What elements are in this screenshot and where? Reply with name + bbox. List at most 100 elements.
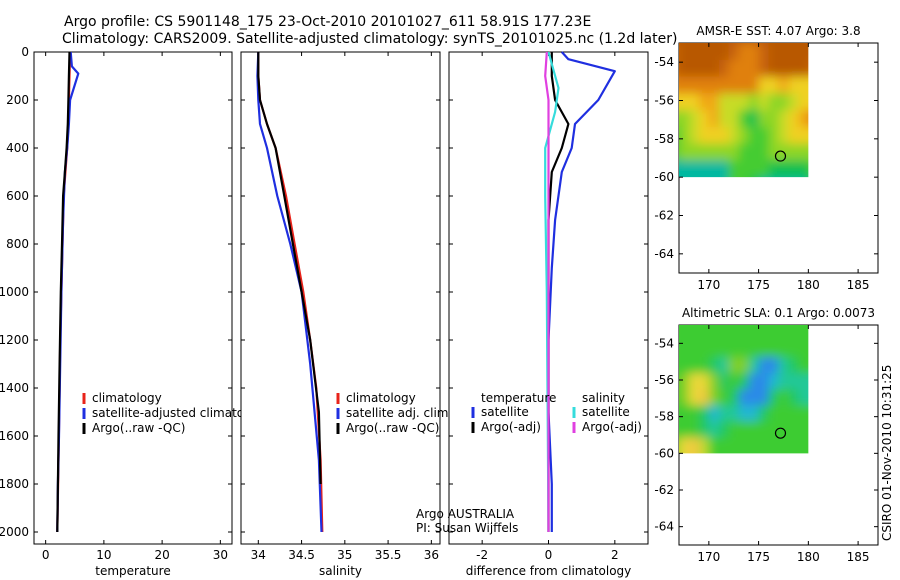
sla_map-title: Altimetric SLA: 0.1 Argo: 0.0073 [682, 306, 875, 320]
sla_map-cell [758, 405, 770, 423]
sla_map-cell [728, 437, 740, 454]
sst_map-cell [679, 76, 680, 95]
sla_map-cell [758, 421, 770, 439]
sla_map-cell [679, 421, 690, 439]
sst_map-cell [768, 143, 780, 162]
temperature-legend-label: satellite-adjusted climatology [92, 406, 270, 420]
sla_map-xtick-label: 180 [797, 550, 820, 564]
sst_map-cell [788, 110, 800, 128]
sla_map-cell [798, 437, 809, 454]
sla_map-cell [728, 325, 740, 343]
sla_map-cell [748, 373, 760, 391]
sst_map-cell [718, 126, 730, 145]
sst_map-cell [778, 76, 790, 95]
sst_map-cell [788, 93, 800, 112]
difference-legend-label: Argo(-adj) [582, 420, 642, 434]
sst_map-cell [748, 76, 760, 95]
sst_map-cell [679, 143, 690, 162]
sst_map-cell [758, 126, 770, 145]
sst_map-cell [679, 43, 690, 61]
sst_map-cell [728, 76, 740, 95]
temperature-ytick-label: 1800 [0, 477, 29, 491]
sst_map-cell [698, 110, 710, 128]
sst_map-cell [808, 160, 809, 178]
sla_map-cell [788, 341, 800, 359]
sst_map-cell [748, 110, 760, 128]
difference-legend-label: satellite [582, 405, 630, 419]
sla_map-cell [808, 405, 809, 423]
sst_map-cell [768, 43, 780, 61]
temperature-xtick-label: 30 [213, 548, 228, 562]
sst_map-cell [808, 43, 809, 61]
salinity-legend-label: climatology [346, 391, 416, 405]
salinity-xtick-label: 35 [337, 548, 352, 562]
sst_map-cell [738, 93, 750, 112]
sla_map-cell [738, 357, 750, 375]
salinity-xtick-label: 35.5 [375, 548, 402, 562]
sst_map-cell [768, 110, 780, 128]
sst_map-cell [808, 110, 809, 128]
sla_map-cell [748, 389, 760, 407]
sla_map-cell [698, 421, 710, 439]
sst_map-cell [698, 126, 710, 145]
sla_map-cell [798, 389, 809, 407]
temperature-panel: 0 10 20 30 temperature 0 200 400 600 800 1000 1200 1… [0, 45, 270, 578]
sla_map-xtick-label: 175 [747, 550, 770, 564]
sst_map-ytick-label: -64 [654, 247, 674, 261]
sla_map-cell [748, 325, 760, 343]
sst_map-cell [758, 160, 770, 178]
sst_map-cell [708, 110, 720, 128]
sla_map-field [679, 325, 809, 454]
sst_map-title: AMSR-E SST: 4.07 Argo: 3.8 [696, 24, 860, 38]
sla_map-cell [728, 389, 740, 407]
difference-panel: -2 0 2 difference from climatology temperatu… [448, 51, 649, 578]
sla_map-cell [798, 421, 809, 439]
sla_map-cell [778, 405, 790, 423]
sla_map-cell [738, 405, 750, 423]
sst_map-ytick-label: -56 [654, 94, 674, 108]
sla_map-cell [808, 373, 809, 391]
sst_map-cell [808, 59, 809, 78]
temperature-xtick-label: 10 [96, 548, 111, 562]
sla_map-cell [778, 373, 790, 391]
difference-legend-header: temperature [481, 391, 556, 405]
sla_map-cell [788, 421, 800, 439]
sla_map-cell [758, 373, 770, 391]
difference-xtick-label: -2 [476, 548, 488, 562]
sst_map-field [679, 43, 809, 178]
sla_map-cell [679, 373, 690, 391]
sst_map-cell [758, 93, 770, 112]
sst_map-ytick-label: -58 [654, 132, 674, 146]
sst_map-cell [708, 59, 720, 78]
sst_map-ytick-label: -60 [654, 170, 674, 184]
sla_map-cell [728, 421, 740, 439]
temperature-ytick-label: 200 [6, 93, 29, 107]
sst_map-cell [688, 43, 700, 61]
sst_map-ytick-label: -54 [654, 55, 674, 69]
salinity-series-satellite-adj-clim- [256, 51, 323, 533]
sst_map-xtick-label: 175 [747, 278, 770, 292]
sla_map-cell [688, 389, 700, 407]
sla_map-cell [698, 341, 710, 359]
sst_map-cell [778, 110, 790, 128]
sla_map-cell [718, 373, 730, 391]
sst_map-cell [679, 43, 690, 44]
sla_map-cell [768, 405, 780, 423]
sla_map-cell [679, 357, 680, 375]
sla_map-cell [698, 357, 710, 375]
sst_map-cell [798, 160, 809, 178]
sst_map-cell [688, 59, 700, 78]
sla_map-cell [679, 357, 690, 375]
sst_map-cell [808, 93, 809, 112]
sst_map-cell [778, 160, 790, 178]
temperature-xtick-label: 20 [154, 548, 169, 562]
sla_map-cell [679, 325, 680, 326]
sla_map-cell [688, 421, 700, 439]
sla_map-cell [738, 325, 750, 343]
sst_map-cell [748, 143, 760, 162]
sst_map-cell [728, 160, 740, 178]
sla_map-cell [788, 389, 800, 407]
sla_map-cell [688, 405, 700, 423]
temperature-xlabel: temperature [95, 564, 170, 578]
sla_map-cell [708, 373, 720, 391]
